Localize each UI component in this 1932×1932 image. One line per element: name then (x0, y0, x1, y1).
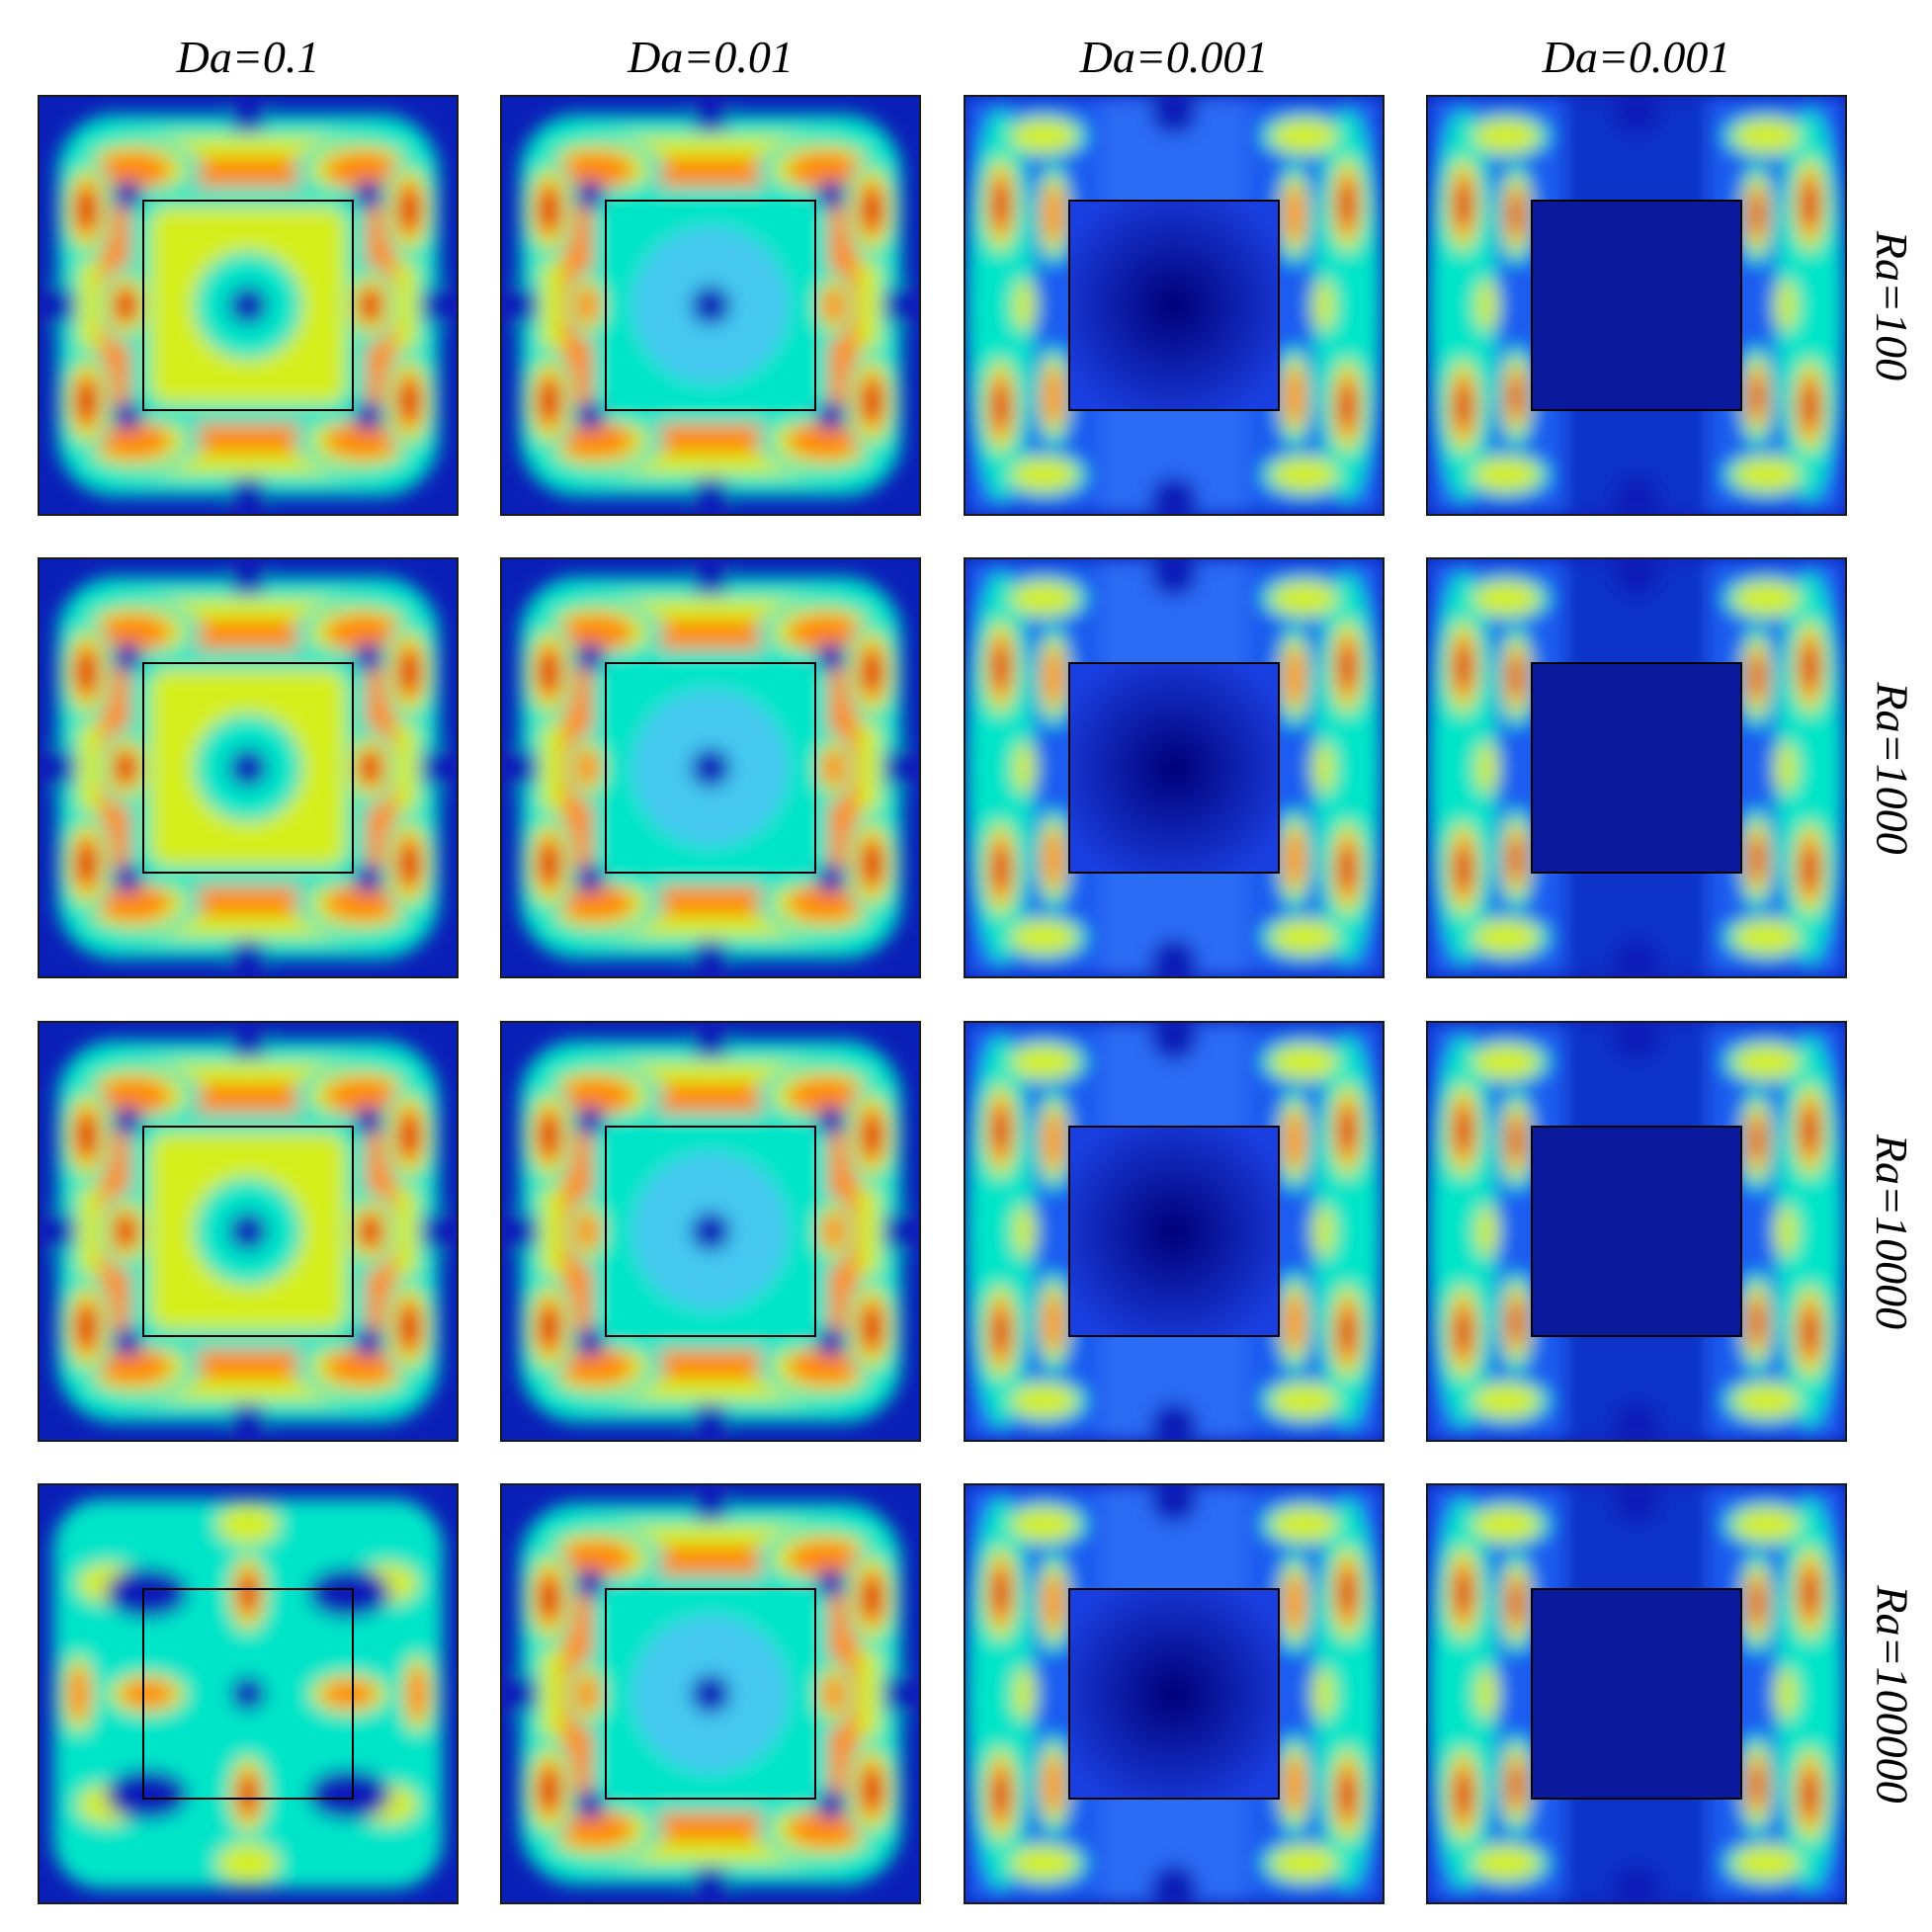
contour-plot (966, 559, 1383, 976)
contour-panel-r1-c4 (1426, 95, 1847, 516)
contour-panel-r3-c2 (500, 1021, 921, 1442)
contour-plot (502, 1023, 919, 1440)
contour-panel-r2-c3 (964, 557, 1385, 978)
contour-plot (502, 1485, 919, 1902)
contour-panel-r1-c1 (38, 95, 459, 516)
contour-panel-r4-c3 (964, 1483, 1385, 1904)
column-label-da-2: Da=0.01 (628, 32, 794, 82)
contour-panel-r3-c1 (38, 1021, 459, 1442)
column-label-da-4: Da=0.001 (1542, 32, 1731, 82)
contour-plot (40, 559, 457, 976)
column-label-da-1: Da=0.1 (176, 32, 320, 82)
row-label-ra-2: Ra=1000 (1867, 681, 1918, 855)
contour-plot (40, 97, 457, 514)
contour-panel-r2-c4 (1426, 557, 1847, 978)
contour-plot (1428, 559, 1845, 976)
contour-panel-r4-c1 (38, 1483, 459, 1904)
contour-panel-r4-c4 (1426, 1483, 1847, 1904)
contour-panel-r2-c2 (500, 557, 921, 978)
contour-plot (40, 1485, 457, 1902)
contour-plot (1428, 1023, 1845, 1440)
row-label-ra-4: Ra=100000 (1867, 1584, 1918, 1804)
contour-plot (966, 1485, 1383, 1902)
contour-plot (502, 559, 919, 976)
row-label-ra-1: Ra=100 (1867, 230, 1918, 380)
contour-panel-r3-c3 (964, 1021, 1385, 1442)
contour-plot (40, 1023, 457, 1440)
contour-plot (1428, 1485, 1845, 1902)
contour-panel-r2-c1 (38, 557, 459, 978)
column-label-da-3: Da=0.001 (1079, 32, 1269, 82)
contour-plot (966, 97, 1383, 514)
contour-panel-r1-c3 (964, 95, 1385, 516)
row-label-ra-3: Ra=10000 (1867, 1134, 1918, 1329)
contour-panel-r3-c4 (1426, 1021, 1847, 1442)
contour-plot (502, 97, 919, 514)
contour-panel-r1-c2 (500, 95, 921, 516)
contour-panel-r4-c2 (500, 1483, 921, 1904)
contour-plot (1428, 97, 1845, 514)
contour-plot (966, 1023, 1383, 1440)
